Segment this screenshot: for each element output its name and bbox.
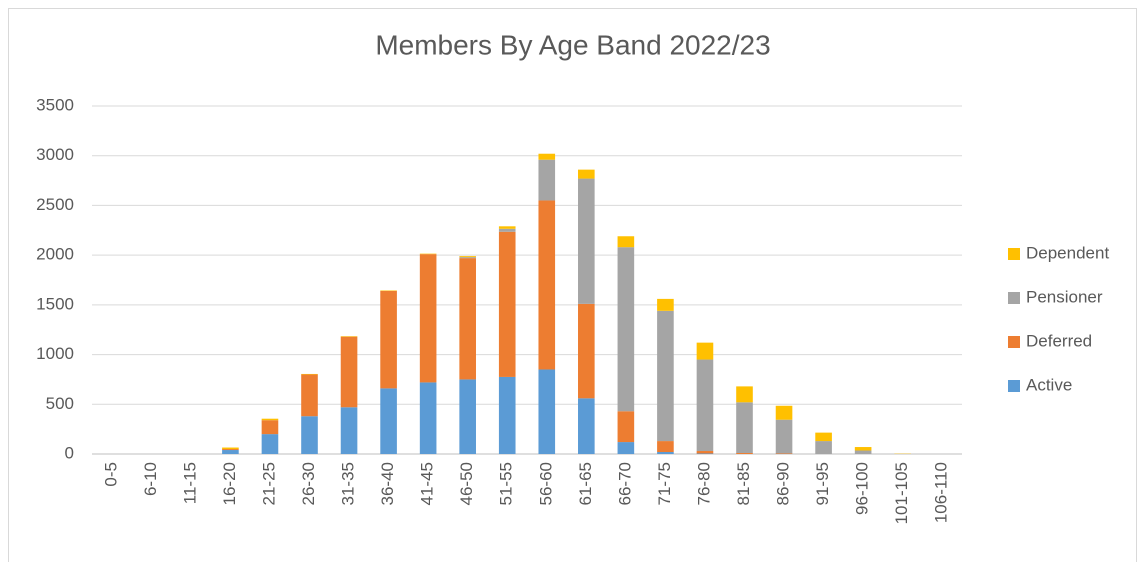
bar-segment <box>736 386 753 403</box>
x-tick-label: 21-25 <box>259 462 278 505</box>
bar-segment <box>222 449 239 451</box>
bar-segment <box>498 376 516 454</box>
bar-segment <box>340 407 358 454</box>
x-tick-label: 31-35 <box>339 462 358 505</box>
bar-segment <box>696 359 714 452</box>
bar-segment <box>261 420 279 435</box>
bar-segment <box>538 369 556 454</box>
bar-segment <box>617 247 635 412</box>
bar-segment <box>538 153 556 160</box>
bar-segment <box>301 374 318 417</box>
y-tick-label: 2500 <box>36 195 74 214</box>
bar-segment <box>222 447 239 450</box>
y-tick-label: 3000 <box>36 145 74 164</box>
y-tick-label: 1500 <box>36 294 74 313</box>
bar-segment <box>617 442 635 454</box>
y-tick-label: 0 <box>65 443 74 462</box>
chart-title: Members By Age Band 2022/23 <box>375 29 770 60</box>
bar-segment <box>419 254 437 383</box>
bar-segment <box>380 388 397 454</box>
bar-segment <box>498 228 516 232</box>
bar-segment <box>815 432 832 442</box>
bar-segment <box>301 416 318 454</box>
bar-segment <box>261 418 279 421</box>
bar-segment <box>657 298 674 311</box>
bar-segment <box>815 441 832 454</box>
bar-segment <box>657 441 674 453</box>
x-tick-label: 71-75 <box>655 462 674 505</box>
x-tick-label: 16-20 <box>220 462 239 505</box>
legend-swatch <box>1008 336 1020 348</box>
y-tick-label: 3500 <box>36 95 74 114</box>
x-tick-label: 106-110 <box>932 462 951 523</box>
bar-segment <box>340 336 358 408</box>
bar-segment <box>222 450 239 454</box>
bar-segment <box>854 450 872 454</box>
bar-segment <box>261 434 279 454</box>
bar-segment <box>459 379 476 454</box>
x-tick-label: 66-70 <box>615 462 634 505</box>
legend-swatch <box>1008 380 1020 392</box>
x-tick-label: 51-55 <box>497 462 516 505</box>
x-tick-label: 46-50 <box>457 462 476 505</box>
x-tick-label: 26-30 <box>299 462 318 505</box>
bar-segment <box>617 236 635 248</box>
legend-label: Pensioner <box>1026 287 1103 306</box>
bar-segment <box>696 451 714 454</box>
bar-segment <box>498 226 516 229</box>
bar-segment <box>736 402 753 454</box>
legend-swatch <box>1008 248 1020 260</box>
bar-segment <box>775 405 793 420</box>
bar-segment <box>617 411 635 443</box>
x-tick-label: 11-15 <box>180 462 199 504</box>
bar-segment <box>696 342 714 360</box>
bar-segment <box>459 258 476 380</box>
x-tick-label: 0-5 <box>101 462 120 487</box>
bar-segment <box>578 178 595 304</box>
bar-segment <box>538 159 556 201</box>
bar-segment <box>657 310 674 442</box>
bar-segment <box>419 382 437 454</box>
legend-label: Deferred <box>1026 331 1092 350</box>
legend-label: Dependent <box>1026 243 1109 262</box>
bar-segment <box>459 256 476 258</box>
bar-segment <box>775 419 793 454</box>
legend-label: Active <box>1026 375 1072 394</box>
chart-frame <box>8 8 1137 562</box>
x-tick-label: 36-40 <box>378 462 397 505</box>
x-tick-label: 86-90 <box>774 462 793 505</box>
y-tick-label: 500 <box>46 394 74 413</box>
bar-segment <box>657 452 674 454</box>
y-tick-label: 2000 <box>36 245 74 264</box>
x-tick-label: 91-95 <box>813 462 832 505</box>
bar-segment <box>380 290 397 389</box>
x-tick-label: 61-65 <box>576 462 595 505</box>
x-tick-label: 41-45 <box>418 462 437 505</box>
x-tick-label: 56-60 <box>536 462 555 505</box>
bar-segment <box>498 231 516 377</box>
bar-segment <box>538 200 556 370</box>
x-tick-label: 101-105 <box>892 462 911 524</box>
bar-segment <box>736 453 753 454</box>
x-tick-label: 81-85 <box>734 462 753 505</box>
bar-segment <box>578 169 595 179</box>
bar-segment <box>459 257 476 259</box>
x-tick-label: 6-10 <box>141 462 160 496</box>
bar-segment <box>578 398 595 454</box>
legend-swatch <box>1008 292 1020 304</box>
x-tick-label: 76-80 <box>694 462 713 505</box>
x-tick-label: 96-100 <box>853 462 872 515</box>
bar-segment <box>578 303 595 399</box>
y-tick-label: 1000 <box>36 344 74 363</box>
bar-segment <box>854 447 872 451</box>
